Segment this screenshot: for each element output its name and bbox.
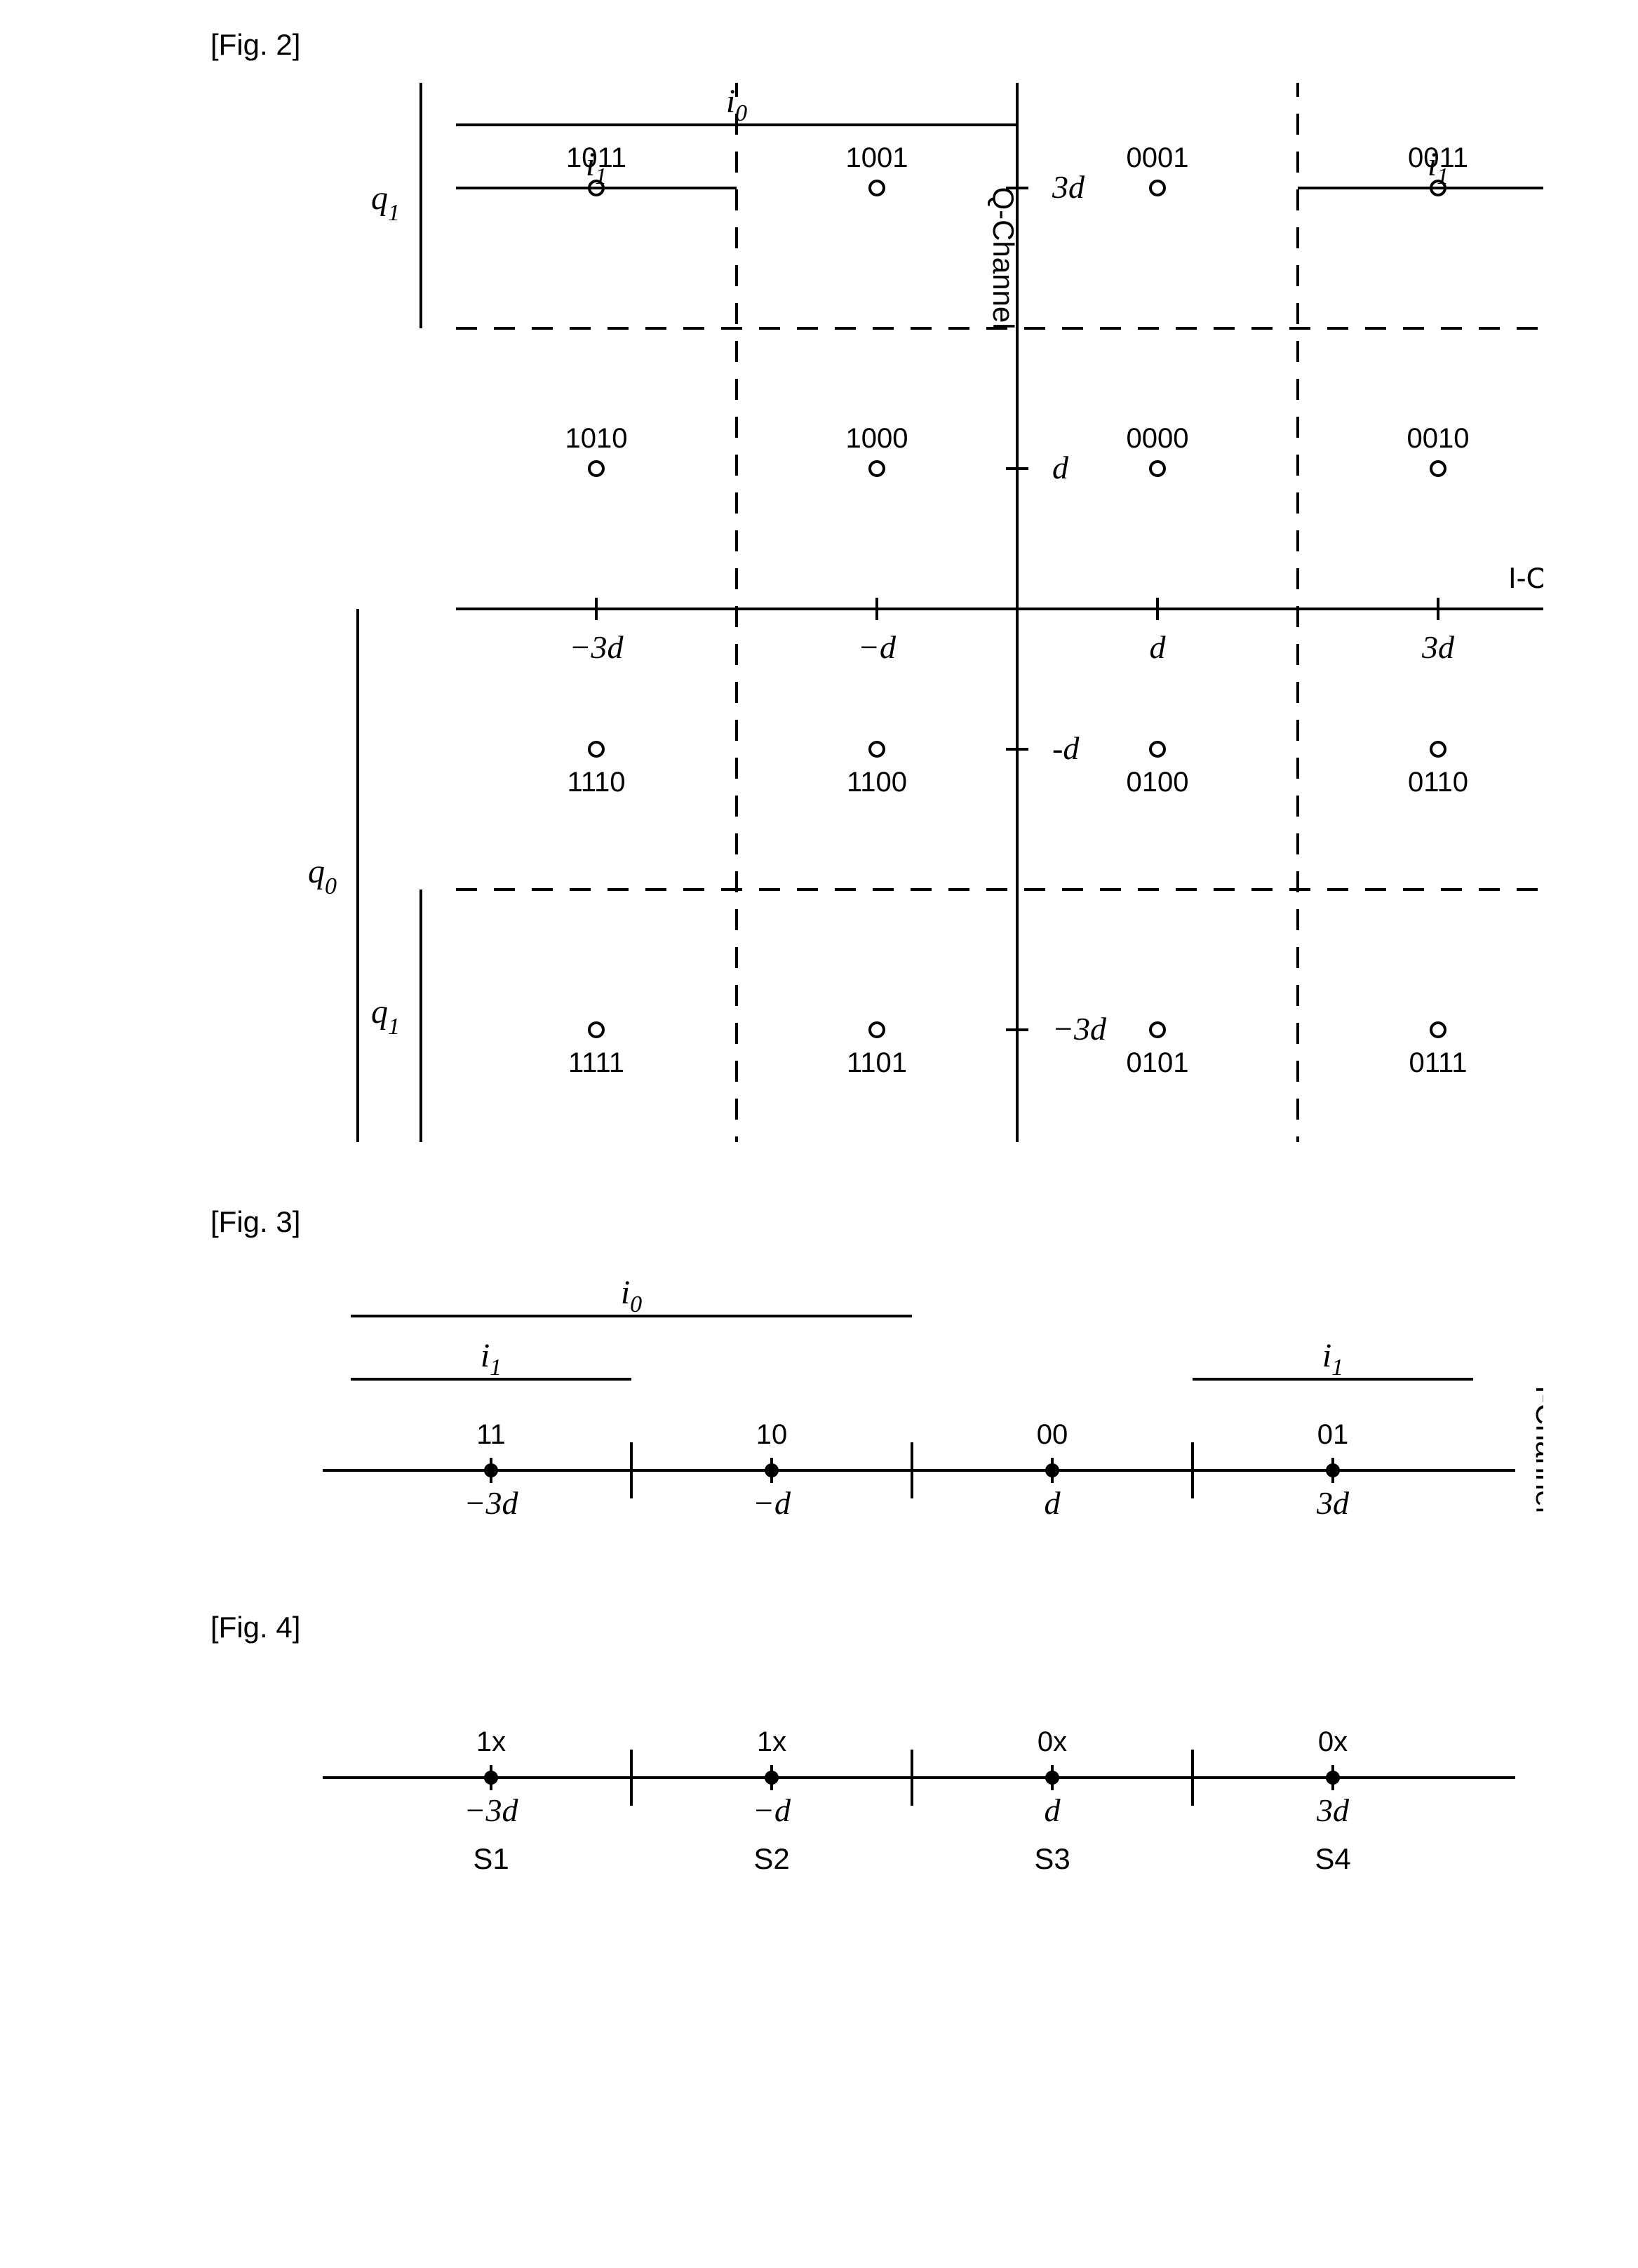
q-tick-label: −3d [1052, 1011, 1107, 1047]
q-tick-label: 3d [1052, 169, 1085, 205]
constellation-point [870, 1023, 884, 1037]
point-bits: 0x [1318, 1726, 1348, 1757]
q0-symbol: q0 [308, 853, 337, 899]
tick-label: d [1045, 1792, 1061, 1828]
constellation-point [1150, 462, 1164, 476]
constellation-point [870, 742, 884, 756]
point-bits: 0x [1038, 1726, 1067, 1757]
q1-top-symbol: q1 [371, 180, 400, 226]
fig4-label: [Fig. 4] [210, 1611, 1638, 1644]
tick-label: −3d [464, 1792, 518, 1828]
i-tick-label: −3d [569, 629, 624, 665]
point-bits: 1010 [565, 423, 628, 454]
q1-bot-symbol: q1 [371, 993, 400, 1040]
i-channel-label: I-Channel [1508, 561, 1543, 594]
constellation-point [589, 462, 603, 476]
fig2-label: [Fig. 2] [210, 28, 1638, 62]
point-bits: 1001 [846, 142, 908, 173]
s-label: S3 [1034, 1842, 1070, 1875]
constellation-point [870, 181, 884, 195]
q-channel-label: Q-Channel [987, 187, 1020, 329]
point-bits: 1100 [847, 767, 907, 798]
constellation-point [870, 462, 884, 476]
s-label: S2 [753, 1842, 789, 1875]
fig4-line: 1x −3d S1 1x −d S2 0x d S3 0x 3d S4 [210, 1665, 1543, 1932]
point-bits: 0100 [1127, 767, 1189, 798]
i-tick-label: 3d [1421, 629, 1455, 665]
point-bits: 00 [1037, 1419, 1068, 1450]
point-bits: 1000 [846, 423, 908, 454]
point-bits: 1101 [847, 1047, 907, 1078]
point-bits: 0110 [1408, 767, 1468, 798]
i0-symbol: i0 [621, 1274, 642, 1317]
q-tick-label: -d [1052, 730, 1080, 766]
fig3-line: 11 −3d 10 −d 00 d 01 3d I-Channel i0 i1 i1 [210, 1260, 1543, 1569]
constellation-point [1431, 1023, 1445, 1037]
point-bits: 1x [757, 1726, 786, 1757]
fig2-constellation: −3d−dd3d3dd-d−3d101110010001001110101000… [210, 83, 1543, 1163]
q-tick-label: d [1052, 450, 1069, 485]
tick-label: −d [753, 1792, 791, 1828]
point-bits: 1x [476, 1726, 506, 1757]
constellation-point [1150, 1023, 1164, 1037]
constellation-point [1431, 462, 1445, 476]
point-bits: 1110 [567, 767, 625, 798]
i-tick-label: −d [858, 629, 897, 665]
constellation-point [1150, 181, 1164, 195]
tick-label: d [1045, 1485, 1061, 1521]
point-bits: 11 [476, 1419, 506, 1450]
constellation-point [589, 1023, 603, 1037]
point-bits: 10 [756, 1419, 788, 1450]
i1-left-symbol: i1 [481, 1337, 502, 1381]
s-label: S1 [473, 1842, 509, 1875]
tick-label: −3d [464, 1485, 518, 1521]
page: [Fig. 2] −3d−dd3d3dd-d−3d101110010001001… [28, 28, 1638, 1932]
constellation-point [1150, 742, 1164, 756]
fig3-label: [Fig. 3] [210, 1205, 1638, 1239]
constellation-point [1431, 742, 1445, 756]
point-bits: 0010 [1407, 423, 1470, 454]
point-bits: 0101 [1127, 1047, 1189, 1078]
s-label: S4 [1315, 1842, 1350, 1875]
tick-label: −d [753, 1485, 791, 1521]
point-bits: 0000 [1127, 423, 1189, 454]
point-bits: 0001 [1127, 142, 1189, 173]
tick-label: 3d [1316, 1792, 1350, 1828]
point-bits: 0111 [1409, 1047, 1467, 1078]
constellation-point [589, 742, 603, 756]
point-bits: 01 [1317, 1419, 1349, 1450]
tick-label: 3d [1316, 1485, 1350, 1521]
i-tick-label: d [1150, 629, 1167, 665]
i1-right-symbol: i1 [1322, 1337, 1343, 1381]
point-bits: 1111 [568, 1047, 624, 1078]
i-channel-label: I-Channel [1530, 1385, 1543, 1513]
